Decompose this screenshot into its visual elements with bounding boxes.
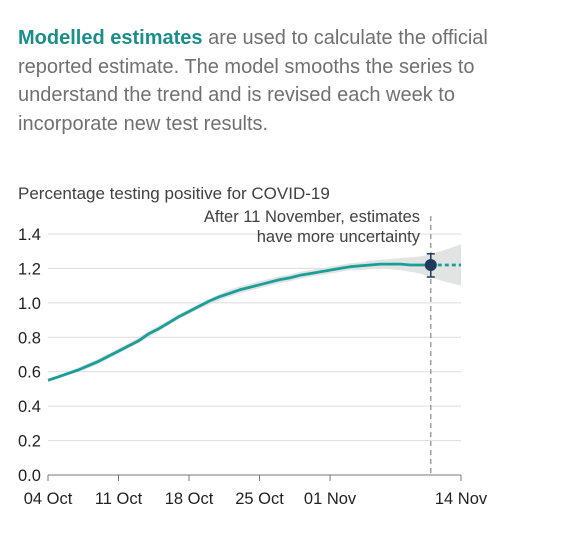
- x-tick-label: 04 Oct: [24, 490, 73, 508]
- y-tick-label: 1.4: [18, 226, 41, 244]
- y-tick-label: 0.6: [18, 364, 41, 382]
- uncertainty-band: [48, 244, 461, 382]
- chart-subtitle: Percentage testing positive for COVID-19: [18, 184, 330, 203]
- y-tick-label: 1.0: [18, 295, 41, 313]
- series-line: [47, 262, 431, 382]
- x-tick-label: 18 Oct: [165, 490, 214, 508]
- x-tick-label: 14 Nov: [435, 490, 488, 508]
- y-tick-label: 0.4: [18, 398, 41, 416]
- y-tick-label: 0.0: [18, 467, 41, 485]
- intro-rest: are used to calculate the official repor…: [18, 27, 488, 135]
- intro-highlight: Modelled estimates: [18, 27, 203, 49]
- y-tick-label: 0.8: [18, 329, 41, 347]
- y-tick-label: 0.2: [18, 433, 41, 451]
- x-tick-label: 11 Oct: [95, 490, 143, 508]
- intro-text: Modelled estimates are used to calculate…: [18, 24, 508, 138]
- y-tick-label: 1.2: [18, 260, 41, 278]
- annotation-line: After 11 November, estimates: [204, 208, 420, 226]
- x-tick-label: 25 Oct: [235, 490, 284, 508]
- x-tick-label: 01 Nov: [304, 490, 357, 508]
- annotation-line: have more uncertainty: [257, 228, 421, 246]
- highlight-point: [424, 258, 437, 271]
